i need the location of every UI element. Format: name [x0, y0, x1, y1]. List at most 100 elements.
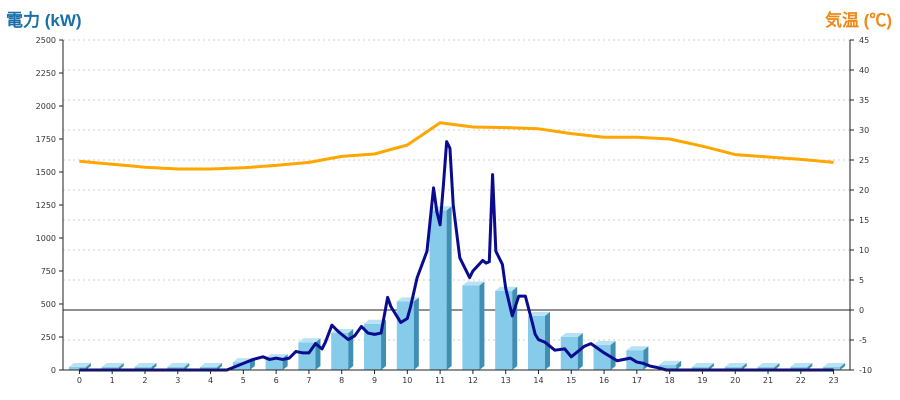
bar-front — [659, 364, 677, 370]
x-tick-label: 14 — [533, 376, 543, 385]
bar-side — [610, 340, 616, 370]
bar — [396, 297, 419, 370]
left-tick-label: 500 — [41, 300, 56, 309]
bar-side — [676, 360, 682, 370]
x-tick-label: 17 — [632, 376, 642, 385]
bar-side — [151, 363, 157, 370]
bar — [495, 286, 518, 370]
bar-top — [724, 363, 747, 367]
x-tick-label: 15 — [566, 376, 576, 385]
bar-side — [413, 297, 419, 370]
x-tick-label: 12 — [468, 376, 478, 385]
bar-top — [462, 281, 485, 286]
bar-side — [840, 363, 846, 370]
axis-layer: 02505007501000125015001750200022502500-1… — [36, 36, 872, 385]
bar — [462, 281, 485, 370]
right-tick-label: 30 — [859, 126, 869, 135]
bar-top — [560, 333, 583, 337]
x-tick-label: 18 — [665, 376, 675, 385]
bar-front — [68, 367, 86, 370]
bar-top — [298, 338, 321, 343]
bar — [265, 354, 288, 370]
x-tick-label: 16 — [599, 376, 609, 385]
x-tick-label: 19 — [697, 376, 707, 385]
right-tick-label: 20 — [859, 186, 869, 195]
x-tick-label: 23 — [829, 376, 839, 385]
x-tick-label: 22 — [796, 376, 806, 385]
bar-top — [134, 363, 157, 367]
x-tick-label: 9 — [372, 376, 377, 385]
x-tick-label: 11 — [435, 376, 445, 385]
x-tick-label: 1 — [110, 376, 115, 385]
right-axis-title: 気温 (℃) — [824, 11, 892, 30]
bar-top — [527, 311, 551, 316]
bar-side — [774, 363, 780, 370]
left-tick-label: 1750 — [36, 135, 56, 144]
temperature-line — [79, 121, 834, 171]
bar-side — [741, 363, 747, 370]
bar — [527, 311, 551, 370]
bar-top — [167, 363, 190, 367]
right-tick-label: 45 — [859, 36, 869, 45]
bar-top — [823, 363, 846, 367]
bar-top — [790, 363, 813, 367]
bar-front — [527, 315, 546, 370]
left-tick-label: 2000 — [36, 102, 56, 111]
x-tick-label: 10 — [402, 376, 412, 385]
x-tick-label: 13 — [501, 376, 511, 385]
bar-top — [757, 363, 780, 367]
bar-front — [396, 301, 414, 370]
bar-side — [479, 281, 485, 370]
bar-top — [200, 363, 223, 367]
bar-side — [348, 329, 354, 370]
bar-front — [265, 358, 283, 370]
x-tick-label: 0 — [77, 376, 82, 385]
right-tick-label: 0 — [859, 306, 864, 315]
left-tick-label: 0 — [51, 366, 56, 375]
x-tick-label: 4 — [208, 376, 213, 385]
bar-side — [249, 358, 255, 370]
left-tick-label: 1000 — [36, 234, 56, 243]
bar-side — [217, 363, 223, 370]
bar — [68, 363, 91, 370]
left-tick-label: 2500 — [36, 36, 56, 45]
x-tick-label: 2 — [142, 376, 147, 385]
x-tick-label: 3 — [175, 376, 180, 385]
x-tick-label: 5 — [241, 376, 246, 385]
right-tick-label: 15 — [859, 216, 869, 225]
power-line — [79, 140, 834, 372]
bar-top — [101, 363, 124, 367]
bar-side — [184, 363, 190, 370]
bar-side — [807, 363, 813, 370]
bar — [429, 206, 452, 370]
bar-side — [545, 311, 551, 370]
left-axis-title: 電力 (kW) — [6, 11, 82, 30]
bar-top — [68, 363, 91, 367]
bar-front — [331, 333, 349, 370]
right-tick-label: 10 — [859, 246, 869, 255]
bar-top — [659, 360, 682, 365]
grid-layer — [63, 39, 850, 371]
x-tick-label: 8 — [339, 376, 344, 385]
bar-side — [446, 206, 452, 370]
bar — [659, 360, 682, 370]
bar-front — [232, 362, 250, 370]
bar-front — [593, 344, 611, 370]
bar-side — [577, 333, 583, 370]
x-tick-label: 6 — [274, 376, 279, 385]
bar-top — [265, 354, 288, 359]
right-tick-label: 35 — [859, 96, 869, 105]
right-tick-label: 25 — [859, 156, 869, 165]
bar-front — [462, 285, 480, 370]
bar-top — [691, 363, 714, 367]
left-tick-label: 2250 — [36, 69, 56, 78]
bar-side — [708, 363, 714, 370]
x-tick-label: 20 — [730, 376, 740, 385]
right-tick-label: -10 — [859, 366, 872, 375]
bar-side — [85, 363, 91, 370]
left-tick-label: 1250 — [36, 201, 56, 210]
bar-front — [429, 210, 447, 370]
bar-front — [495, 290, 513, 370]
x-tick-label: 7 — [306, 376, 311, 385]
